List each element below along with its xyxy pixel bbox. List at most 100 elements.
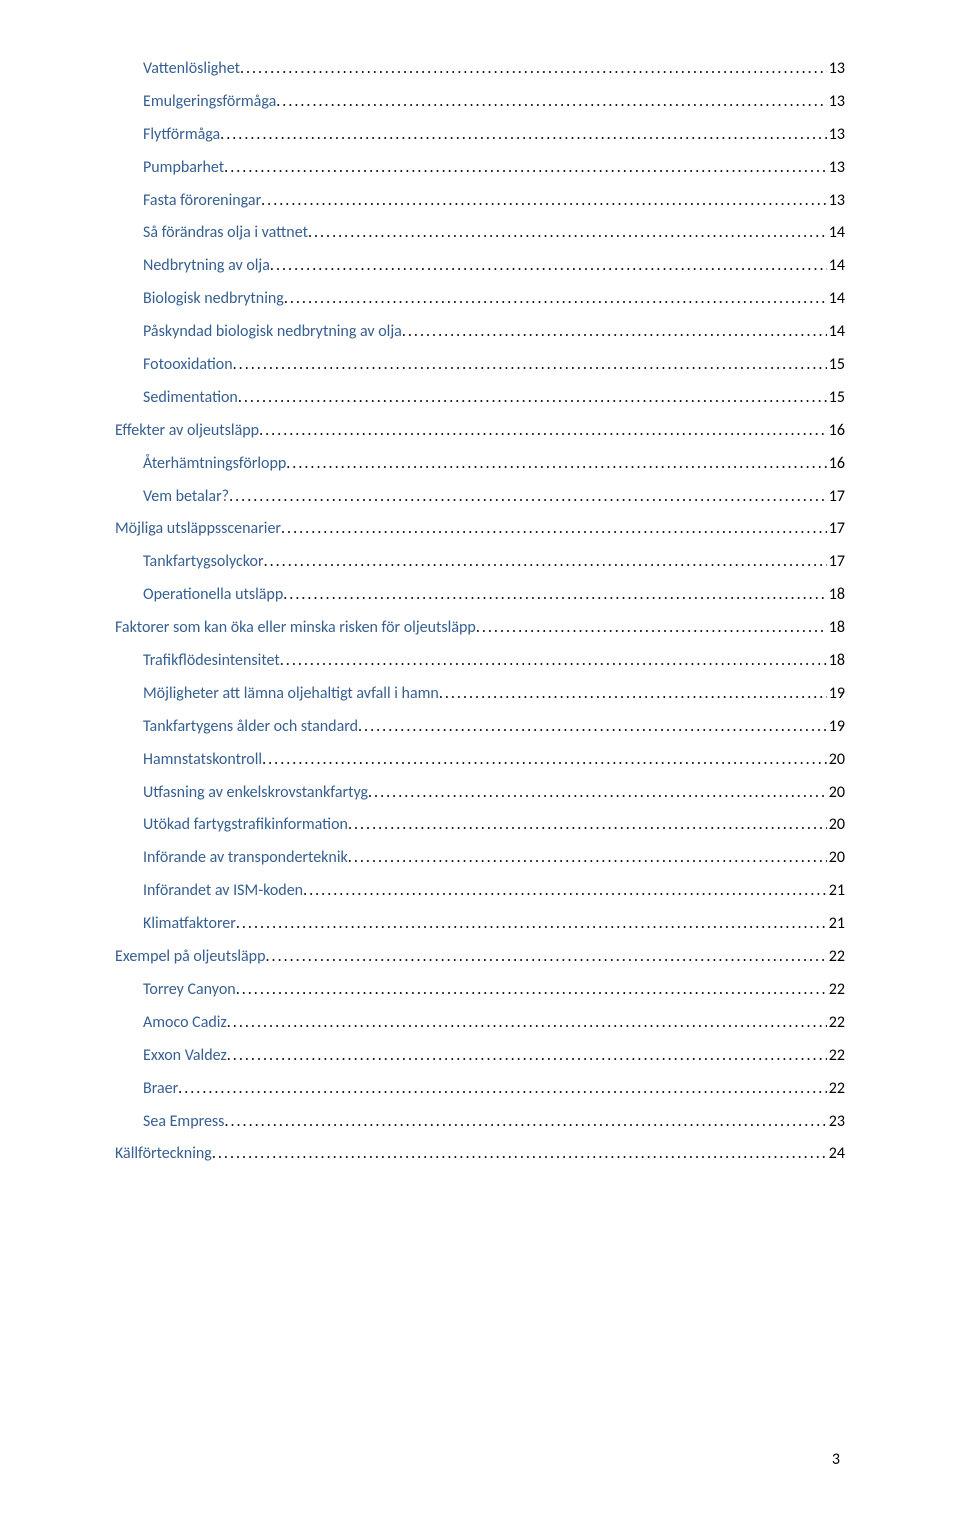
toc-entry-label[interactable]: Amoco Cadiz xyxy=(115,1014,227,1032)
toc-entry-label[interactable]: Vattenlöslighet xyxy=(115,60,240,78)
toc-entry-label[interactable]: Exempel på oljeutsläpp xyxy=(115,948,265,966)
toc-entry-label[interactable]: Sedimentation xyxy=(115,389,238,407)
toc-entry-label[interactable]: Faktorer som kan öka eller minska risken… xyxy=(115,619,476,637)
toc-entry-page[interactable]: 18 xyxy=(827,586,845,604)
toc-entry: Så förändras olja i vattnet.............… xyxy=(115,224,845,242)
toc-entry-page[interactable]: 22 xyxy=(827,948,845,966)
toc-entry-label[interactable]: Utökad fartygstrafikinformation xyxy=(115,816,348,834)
dot-leader: ........................................… xyxy=(358,718,827,736)
dot-leader: ........................................… xyxy=(224,159,827,177)
toc-entry: Braer...................................… xyxy=(115,1080,845,1098)
toc-entry-label[interactable]: Införandet av ISM-koden xyxy=(115,882,303,900)
toc-entry: Biologisk nedbrytning...................… xyxy=(115,290,845,308)
dot-leader: ........................................… xyxy=(233,356,827,374)
toc-entry-page[interactable]: 13 xyxy=(827,126,845,144)
toc-entry: Exempel på oljeutsläpp..................… xyxy=(115,948,845,966)
dot-leader: ........................................… xyxy=(368,784,827,802)
toc-entry-page[interactable]: 17 xyxy=(827,520,845,538)
toc-entry-page[interactable]: 13 xyxy=(827,60,845,78)
toc-entry-label[interactable]: Tankfartygsolyckor xyxy=(115,553,264,571)
toc-entry-label[interactable]: Fotooxidation xyxy=(115,356,233,374)
toc-entry-label[interactable]: Införande av transponderteknik xyxy=(115,849,348,867)
toc-entry: Flytförmåga.............................… xyxy=(115,126,845,144)
toc-entry-label[interactable]: Källförteckning xyxy=(115,1145,212,1163)
toc-entry-page[interactable]: 13 xyxy=(827,159,845,177)
toc-entry-page[interactable]: 20 xyxy=(827,849,845,867)
toc-entry-label[interactable]: Möjliga utsläppsscenarier xyxy=(115,520,281,538)
toc-entry-page[interactable]: 22 xyxy=(827,1080,845,1098)
toc-entry-label[interactable]: Återhämtningsförlopp xyxy=(115,455,286,473)
toc-entry-page[interactable]: 13 xyxy=(827,93,845,111)
toc-entry: Pumpbarhet..............................… xyxy=(115,159,845,177)
dot-leader: ........................................… xyxy=(284,290,827,308)
toc-entry-page[interactable]: 18 xyxy=(827,652,845,670)
toc-entry: Faktorer som kan öka eller minska risken… xyxy=(115,619,845,637)
toc-entry-page[interactable]: 21 xyxy=(827,882,845,900)
toc-entry-page[interactable]: 22 xyxy=(827,1014,845,1032)
toc-entry: Tankfartygsolyckor......................… xyxy=(115,553,845,571)
toc-entry-label[interactable]: Nedbrytning av olja xyxy=(115,257,270,275)
toc-entry: Införande av transponderteknik..........… xyxy=(115,849,845,867)
toc-entry-label[interactable]: Trafikflödesintensitet xyxy=(115,652,280,670)
toc-entry-label[interactable]: Påskyndad biologisk nedbrytning av olja xyxy=(115,323,402,341)
dot-leader: ........................................… xyxy=(238,389,827,407)
toc-entry-page[interactable]: 20 xyxy=(827,751,845,769)
toc-entry-label[interactable]: Pumpbarhet xyxy=(115,159,224,177)
toc-entry-page[interactable]: 22 xyxy=(827,981,845,999)
toc-entry: Operationella utsläpp...................… xyxy=(115,586,845,604)
toc-entry-label[interactable]: Biologisk nedbrytning xyxy=(115,290,284,308)
toc-entry-label[interactable]: Tankfartygens ålder och standard xyxy=(115,718,358,736)
dot-leader: ........................................… xyxy=(240,60,827,78)
toc-entry-page[interactable]: 16 xyxy=(827,455,845,473)
toc-entry: Sedimentation...........................… xyxy=(115,389,845,407)
dot-leader: ........................................… xyxy=(236,981,827,999)
toc-entry: Sea Empress.............................… xyxy=(115,1113,845,1131)
toc-entry-page[interactable]: 16 xyxy=(827,422,845,440)
toc-entry-label[interactable]: Utfasning av enkelskrovstankfartyg xyxy=(115,784,368,802)
dot-leader: ........................................… xyxy=(283,586,827,604)
dot-leader: ........................................… xyxy=(348,816,827,834)
toc-entry-label[interactable]: Fasta föroreningar xyxy=(115,192,261,210)
toc-entry-page[interactable]: 20 xyxy=(827,784,845,802)
toc-entry-label[interactable]: Torrey Canyon xyxy=(115,981,236,999)
dot-leader: ........................................… xyxy=(229,488,827,506)
toc-entry-label[interactable]: Exxon Valdez xyxy=(115,1047,227,1065)
toc-entry-page[interactable]: 22 xyxy=(827,1047,845,1065)
toc-entry: Återhämtningsförlopp....................… xyxy=(115,455,845,473)
toc-entry-page[interactable]: 15 xyxy=(827,389,845,407)
toc-entry-page[interactable]: 20 xyxy=(827,816,845,834)
dot-leader: ........................................… xyxy=(220,126,827,144)
toc-entry-label[interactable]: Vem betalar? xyxy=(115,488,229,506)
toc-entry-page[interactable]: 19 xyxy=(827,718,845,736)
toc-entry-page[interactable]: 14 xyxy=(827,224,845,242)
toc-entry-page[interactable]: 14 xyxy=(827,257,845,275)
toc-entry-label[interactable]: Emulgeringsförmåga xyxy=(115,93,276,111)
toc-entry-label[interactable]: Effekter av oljeutsläpp xyxy=(115,422,259,440)
dot-leader: ........................................… xyxy=(281,520,827,538)
toc-entry: Vem betalar?............................… xyxy=(115,488,845,506)
toc-entry-label[interactable]: Hamnstatskontroll xyxy=(115,751,262,769)
toc-entry-label[interactable]: Braer xyxy=(115,1080,178,1098)
toc-entry-page[interactable]: 18 xyxy=(827,619,845,637)
toc-entry-label[interactable]: Klimatfaktorer xyxy=(115,915,236,933)
toc-entry-page[interactable]: 13 xyxy=(827,192,845,210)
dot-leader: ........................................… xyxy=(224,1113,826,1131)
toc-entry-page[interactable]: 24 xyxy=(827,1145,845,1163)
dot-leader: ........................................… xyxy=(227,1047,827,1065)
toc-entry-page[interactable]: 17 xyxy=(827,553,845,571)
toc-entry-page[interactable]: 21 xyxy=(827,915,845,933)
toc-entry-label[interactable]: Sea Empress xyxy=(115,1113,224,1131)
toc-entry-label[interactable]: Möjligheter att lämna oljehaltigt avfall… xyxy=(115,685,439,703)
dot-leader: ........................................… xyxy=(308,224,827,242)
toc-entry: Exxon Valdez............................… xyxy=(115,1047,845,1065)
toc-entry-label[interactable]: Flytförmåga xyxy=(115,126,220,144)
toc-entry-label[interactable]: Så förändras olja i vattnet xyxy=(115,224,308,242)
toc-entry-page[interactable]: 14 xyxy=(827,290,845,308)
toc-entry-label[interactable]: Operationella utsläpp xyxy=(115,586,283,604)
toc-entry-page[interactable]: 19 xyxy=(827,685,845,703)
toc-entry: Tankfartygens ålder och standard........… xyxy=(115,718,845,736)
toc-entry-page[interactable]: 17 xyxy=(827,488,845,506)
toc-entry-page[interactable]: 14 xyxy=(827,323,845,341)
toc-entry-page[interactable]: 23 xyxy=(827,1113,845,1131)
toc-entry-page[interactable]: 15 xyxy=(827,356,845,374)
